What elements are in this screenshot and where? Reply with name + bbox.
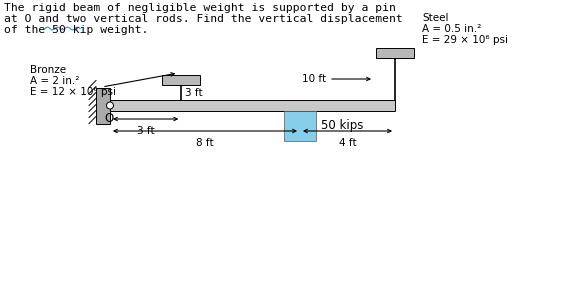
- Circle shape: [107, 102, 114, 109]
- Text: Bronze: Bronze: [30, 65, 66, 75]
- Text: A = 2 in.²: A = 2 in.²: [30, 76, 80, 86]
- Bar: [110, 100, 395, 111]
- Text: 10 ft: 10 ft: [302, 74, 326, 84]
- Bar: [96, 88, 110, 124]
- Text: The rigid beam of negligible weight is supported by a pin: The rigid beam of negligible weight is s…: [4, 3, 396, 13]
- Bar: [284, 111, 316, 141]
- Text: at O and two vertical rods. Find the vertical displacement: at O and two vertical rods. Find the ver…: [4, 14, 403, 24]
- Text: 50 kips: 50 kips: [321, 119, 364, 132]
- Text: Steel: Steel: [422, 13, 449, 23]
- Text: 3 ft: 3 ft: [185, 88, 203, 98]
- Text: E = 29 × 10⁶ psi: E = 29 × 10⁶ psi: [422, 35, 508, 45]
- Text: O: O: [105, 112, 114, 125]
- Text: of the 50 kip weight.: of the 50 kip weight.: [4, 25, 148, 35]
- Text: 4 ft: 4 ft: [339, 138, 356, 148]
- Bar: [162, 75, 201, 85]
- Text: E = 12 × 10⁶ psi: E = 12 × 10⁶ psi: [30, 87, 116, 97]
- Text: 3 ft: 3 ft: [137, 126, 154, 136]
- Text: 8 ft: 8 ft: [196, 138, 214, 148]
- Text: A = 0.5 in.²: A = 0.5 in.²: [422, 24, 481, 34]
- Bar: [376, 48, 414, 58]
